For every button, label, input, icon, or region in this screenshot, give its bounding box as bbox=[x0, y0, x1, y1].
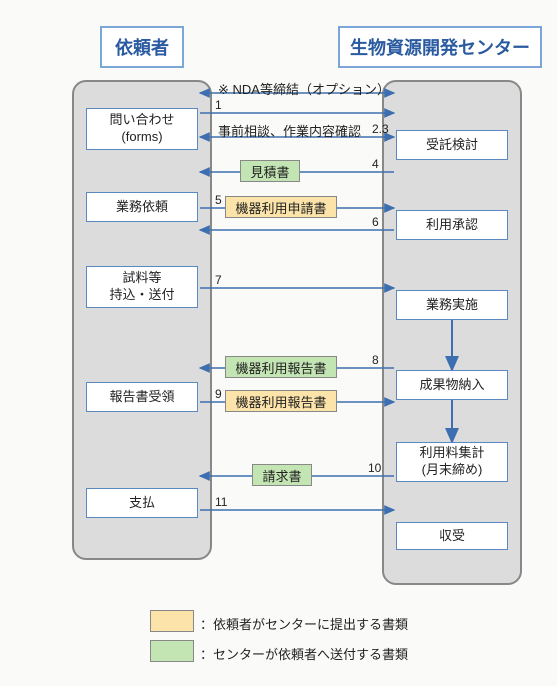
legend-green-text: ：センターが依頼者へ送付する書類 bbox=[200, 644, 408, 663]
arrow-num-a10: 10 bbox=[368, 461, 381, 475]
legend-yellow-text: ：依頼者がセンターに提出する書類 bbox=[200, 614, 408, 633]
legend-swatch-yellow bbox=[150, 610, 194, 632]
left-node-request: 業務依頼 bbox=[86, 192, 198, 222]
arrow-num-a8: 8 bbox=[372, 353, 379, 367]
right-node-review: 受託検討 bbox=[396, 130, 508, 160]
arrow-num-a1: 1 bbox=[215, 98, 222, 112]
arrow-num-a4: 4 bbox=[372, 157, 379, 171]
header-center: 生物資源開発センター bbox=[338, 26, 542, 68]
right-node-approve: 利用承認 bbox=[396, 210, 508, 240]
left-node-payment: 支払 bbox=[86, 488, 198, 518]
arrow-num-a9: 9 bbox=[215, 387, 222, 401]
arrow-num-a7: 7 bbox=[215, 273, 222, 287]
nda-note: ※ NDA等締結（オプション） bbox=[218, 79, 390, 98]
left-node-samples: 試料等持込・送付 bbox=[86, 266, 198, 308]
arrow-num-a23: 2.3 bbox=[372, 122, 389, 136]
left-node-report: 報告書受領 bbox=[86, 382, 198, 412]
arrow-num-a6: 6 bbox=[372, 215, 379, 229]
arrow-text-a23: 事前相談、作業内容確認 bbox=[218, 121, 361, 140]
right-node-billing: 利用料集計(月末締め) bbox=[396, 442, 508, 482]
right-node-receive: 収受 bbox=[396, 522, 508, 550]
arrow-num-a5: 5 bbox=[215, 193, 222, 207]
header-requester: 依頼者 bbox=[100, 26, 184, 68]
arrow-num-a11: 11 bbox=[215, 495, 227, 509]
right-node-execute: 業務実施 bbox=[396, 290, 508, 320]
legend-swatch-green bbox=[150, 640, 194, 662]
doc-app-form: 機器利用申請書 bbox=[225, 196, 337, 218]
doc-invoice: 請求書 bbox=[252, 464, 312, 486]
flowchart-canvas: 依頼者 生物資源開発センター 問い合わせ(forms) 業務依頼試料等持込・送付報… bbox=[0, 0, 557, 686]
doc-estimate: 見積書 bbox=[240, 160, 300, 182]
left-node-inquiry: 問い合わせ(forms) bbox=[86, 108, 198, 150]
doc-rep-yellow: 機器利用報告書 bbox=[225, 390, 337, 412]
right-node-deliver: 成果物納入 bbox=[396, 370, 508, 400]
doc-rep-green: 機器利用報告書 bbox=[225, 356, 337, 378]
